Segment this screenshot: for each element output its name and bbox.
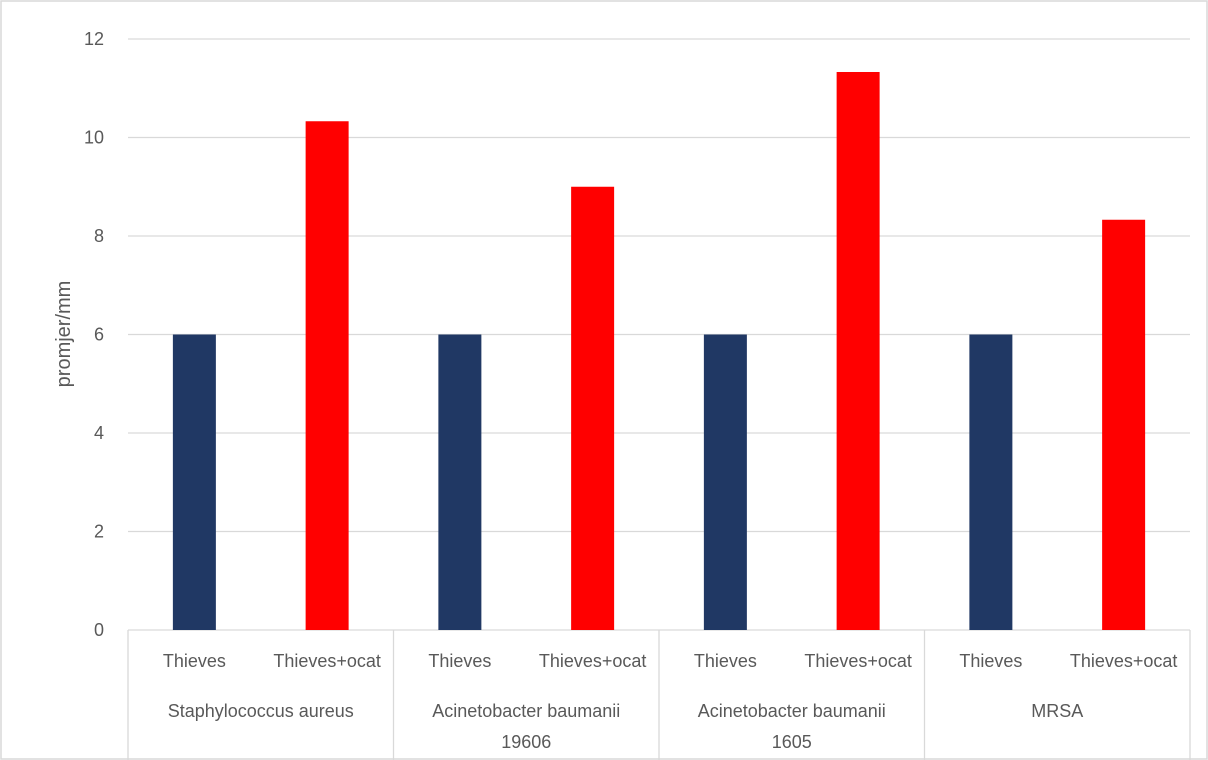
y-axis-title: promjer/mm bbox=[53, 281, 75, 388]
x-tick-label: Thieves bbox=[163, 651, 226, 671]
y-tick-label: 2 bbox=[94, 522, 104, 542]
bars bbox=[172, 71, 1146, 630]
x-tick-label: Thieves bbox=[428, 651, 491, 671]
y-tick-label: 10 bbox=[84, 128, 104, 148]
group-label: 1605 bbox=[772, 732, 812, 752]
y-tick-label: 8 bbox=[94, 226, 104, 246]
x-tick-label: Thieves+ocat bbox=[804, 651, 912, 671]
group-label: MRSA bbox=[1031, 701, 1083, 721]
bar bbox=[969, 334, 1013, 630]
y-tick-label: 6 bbox=[94, 325, 104, 345]
x-tick-label: Thieves bbox=[959, 651, 1022, 671]
bar bbox=[1102, 219, 1146, 630]
y-tick-label: 4 bbox=[94, 423, 104, 443]
bar bbox=[438, 334, 482, 630]
group-label: 19606 bbox=[501, 732, 551, 752]
x-tick-label: Thieves+ocat bbox=[1070, 651, 1178, 671]
gridlines bbox=[128, 38, 1190, 631]
bar bbox=[172, 334, 216, 630]
bar bbox=[703, 334, 747, 630]
x-tick-label: Thieves+ocat bbox=[273, 651, 381, 671]
x-tick-label: Thieves+ocat bbox=[539, 651, 647, 671]
y-tick-label: 12 bbox=[84, 29, 104, 49]
x-tick-label: Thieves bbox=[694, 651, 757, 671]
group-label: Acinetobacter baumanii bbox=[432, 701, 620, 721]
axes: 0 2 4 6 8 10 12 Thieves Thieves+ocat Thieves Thiev… bbox=[84, 29, 1191, 760]
bar bbox=[571, 186, 615, 630]
bar bbox=[836, 71, 880, 630]
group-label: Staphylococcus aureus bbox=[168, 701, 354, 721]
bar bbox=[305, 121, 349, 630]
group-label: Acinetobacter baumanii bbox=[698, 701, 886, 721]
y-tick-label: 0 bbox=[94, 620, 104, 640]
